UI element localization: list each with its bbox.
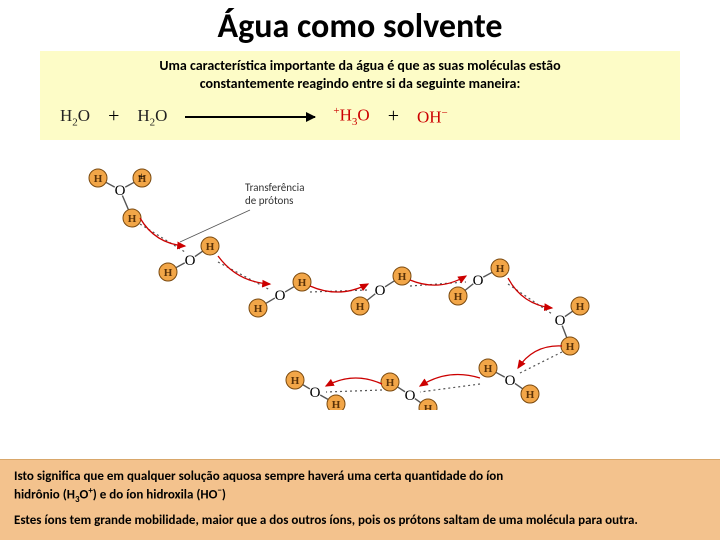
svg-text:H: H xyxy=(164,267,173,279)
intro-panel: Uma característica importante da água é … xyxy=(40,51,680,140)
svg-text:H: H xyxy=(484,363,493,375)
svg-text:H: H xyxy=(332,399,341,410)
svg-text:H: H xyxy=(566,341,575,353)
svg-text:H: H xyxy=(496,263,505,275)
transfer-label: Transferênciade prótons xyxy=(245,182,304,206)
svg-text:H: H xyxy=(398,271,407,283)
svg-text:H: H xyxy=(526,389,535,401)
svg-text:H: H xyxy=(128,213,137,225)
svg-text:O: O xyxy=(310,385,321,401)
eq-oh: OH− xyxy=(417,107,448,128)
svg-text:H: H xyxy=(206,241,215,253)
intro-line1: Uma característica importante da água é … xyxy=(159,57,560,74)
footer-panel: Isto significa que em qualquer solução a… xyxy=(0,459,720,540)
eq-arrow-icon xyxy=(185,116,315,118)
proton-hop-diagram: Transferênciade prótons OHHH+OHHOHHOHHOH… xyxy=(40,140,680,410)
svg-text:H: H xyxy=(454,291,463,303)
svg-text:O: O xyxy=(375,283,386,299)
intro-text: Uma característica importante da água é … xyxy=(50,57,670,93)
svg-text:H: H xyxy=(298,277,307,289)
svg-text:O: O xyxy=(505,373,516,389)
diagram-svg: OHHH+OHHOHHOHHOHHOHHOHHOHHOHH xyxy=(40,140,680,410)
eq-h2o-2: H2O xyxy=(137,106,167,128)
svg-text:H: H xyxy=(356,301,365,313)
eq-plus-2: + xyxy=(388,105,399,128)
page-title: Água como solvente xyxy=(0,0,720,49)
eq-h2o-1: H2O xyxy=(60,106,90,128)
svg-text:O: O xyxy=(115,183,126,199)
svg-text:O: O xyxy=(473,273,484,289)
eq-plus-1: + xyxy=(108,105,119,128)
svg-text:O: O xyxy=(185,253,196,269)
footer-p1: Isto significa que em qualquer solução a… xyxy=(14,468,706,507)
eq-h3o: +H3O xyxy=(333,105,369,128)
svg-text:O: O xyxy=(275,288,286,304)
svg-text:O: O xyxy=(555,313,566,329)
svg-text:H: H xyxy=(424,403,433,410)
svg-text:H: H xyxy=(254,303,263,315)
svg-text:H: H xyxy=(386,377,395,389)
equation: H2O + H2O +H3O + OH− xyxy=(50,93,670,132)
intro-line2: constantemente reagindo entre si da segu… xyxy=(200,75,521,92)
svg-text:H: H xyxy=(291,375,300,387)
svg-text:H: H xyxy=(94,173,103,185)
svg-text:O: O xyxy=(405,388,416,404)
svg-text:+: + xyxy=(138,169,145,183)
svg-text:H: H xyxy=(576,301,585,313)
footer-p2: Estes íons tem grande mobilidade, maior … xyxy=(14,512,706,530)
